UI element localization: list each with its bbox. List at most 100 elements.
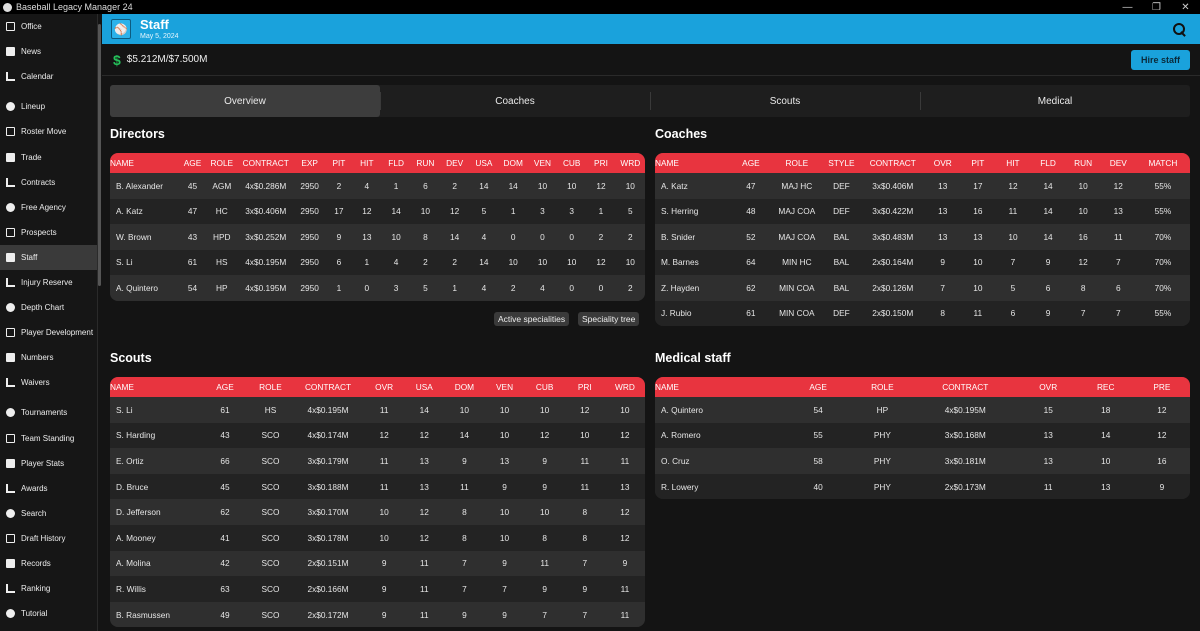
column-header-pre[interactable]: PRE [1133, 377, 1190, 397]
column-header-contract[interactable]: CONTRACT [860, 153, 926, 173]
sidebar-item-awards[interactable]: Awards [0, 476, 97, 501]
column-header-contract[interactable]: CONTRACT [911, 377, 1019, 397]
column-header-role[interactable]: ROLE [249, 377, 292, 397]
sidebar-item-staff[interactable]: Staff [0, 244, 97, 270]
table-row[interactable]: A. Romero 55 PHY 3x$0.168M 13 14 12 [655, 422, 1190, 449]
sidebar-item-tournaments[interactable]: Tournaments [0, 400, 97, 425]
sidebar-item-search[interactable]: Search [0, 501, 97, 526]
column-header-hit[interactable]: HIT [352, 153, 382, 173]
column-header-fld[interactable]: FLD [1030, 153, 1066, 173]
column-header-name[interactable]: NAME [110, 377, 201, 397]
tab-coaches[interactable]: Coaches [380, 85, 650, 117]
column-header-role[interactable]: ROLE [205, 153, 238, 173]
table-row[interactable]: R. Lowery 40 PHY 2x$0.173M 11 13 9 [655, 473, 1190, 500]
column-header-usa[interactable]: USA [404, 377, 445, 397]
table-row[interactable]: A. Quintero 54 HP 4x$0.195M 15 18 12 [655, 397, 1190, 423]
sidebar-item-feedback[interactable]: Feedback [0, 626, 97, 631]
column-header-name[interactable]: NAME [655, 153, 731, 173]
maximize-icon[interactable]: ❐ [1152, 1, 1161, 13]
sidebar-item-news[interactable]: News [0, 39, 97, 64]
sidebar-item-trade[interactable]: Trade [0, 144, 97, 169]
column-header-pri[interactable]: PRI [564, 377, 605, 397]
table-row[interactable]: J. Rubio 61 MIN COA DEF 2x$0.150M 8 11 6 9 7 7 55% [655, 300, 1190, 326]
column-header-pri[interactable]: PRI [586, 153, 616, 173]
sidebar-item-numbers[interactable]: Numbers [0, 345, 97, 370]
close-icon[interactable]: ✕ [1181, 1, 1190, 13]
column-header-cub[interactable]: CUB [524, 377, 565, 397]
column-header-dev[interactable]: DEV [1100, 153, 1136, 173]
column-header-role[interactable]: ROLE [771, 153, 823, 173]
column-header-style[interactable]: STYLE [822, 153, 861, 173]
table-row[interactable]: S. Herring 48 MAJ COA DEF 3x$0.422M 13 16 11 14 1… [655, 198, 1190, 224]
column-header-dom[interactable]: DOM [444, 377, 485, 397]
column-header-hit[interactable]: HIT [995, 153, 1031, 173]
column-header-ovr[interactable]: OVR [1018, 377, 1078, 397]
table-row[interactable]: B. Rasmussen 49 SCO 2x$0.172M 9 11 9 9 7 7 11 [110, 601, 645, 628]
column-header-age[interactable]: AGE [200, 377, 250, 397]
table-row[interactable]: O. Cruz 58 PHY 3x$0.181M 13 10 16 [655, 448, 1190, 474]
table-row[interactable]: D. Bruce 45 SCO 3x$0.188M 11 13 11 9 9 11 13 [110, 473, 645, 500]
sidebar-item-waivers[interactable]: Waivers [0, 370, 97, 395]
column-header-dev[interactable]: DEV [440, 153, 470, 173]
table-row[interactable]: A. Mooney 41 SCO 3x$0.178M 10 12 8 10 8 8 12 [110, 524, 645, 551]
table-row[interactable]: S. Li 61 HS 4x$0.195M 11 14 10 10 10 12 10 [110, 397, 645, 423]
column-header-exp[interactable]: EXP [293, 153, 326, 173]
sidebar-item-calendar[interactable]: Calendar [0, 64, 97, 89]
hire-staff-button[interactable]: Hire staff [1130, 49, 1190, 70]
column-header-contract[interactable]: CONTRACT [291, 377, 365, 397]
table-row[interactable]: M. Barnes 64 MIN HC BAL 2x$0.164M 9 10 7 9 12 7 70% [655, 249, 1190, 275]
sidebar-item-contracts[interactable]: Contracts [0, 170, 97, 195]
sidebar-item-player-development[interactable]: Player Development [0, 320, 97, 345]
sidebar-item-records[interactable]: Records [0, 551, 97, 576]
sidebar-item-depth-chart[interactable]: Depth Chart [0, 295, 97, 320]
column-header-ovr[interactable]: OVR [925, 153, 961, 173]
table-row[interactable]: A. Katz 47 MAJ HC DEF 3x$0.406M 13 17 12 14 10 12 5… [655, 173, 1190, 199]
column-header-ven[interactable]: VEN [527, 153, 558, 173]
tab-scouts[interactable]: Scouts [650, 85, 920, 117]
column-header-dom[interactable]: DOM [498, 153, 528, 173]
column-header-cub[interactable]: CUB [557, 153, 587, 173]
column-header-age[interactable]: AGE [730, 153, 772, 173]
table-row[interactable]: W. Brown 43 HPD 3x$0.252M 2950 9 13 10 8 14 4 0 0 0 2 2 [110, 224, 645, 250]
speciality-tree-button[interactable]: Speciality tree [578, 312, 640, 326]
table-row[interactable]: R. Willis 63 SCO 2x$0.166M 9 11 7 7 9 9 11 [110, 576, 645, 602]
sidebar-item-roster-move[interactable]: Roster Move [0, 119, 97, 144]
column-header-match[interactable]: MATCH [1135, 153, 1190, 173]
sidebar-item-ranking[interactable]: Ranking [0, 576, 97, 601]
sidebar-item-lineup[interactable]: Lineup [0, 94, 97, 119]
table-row[interactable]: B. Alexander 45 AGM 4x$0.286M 2950 2 4 1 6 2 14 14 1… [110, 173, 645, 199]
tab-medical[interactable]: Medical [920, 85, 1190, 117]
sidebar-item-tutorial[interactable]: Tutorial [0, 601, 97, 626]
column-header-rec[interactable]: REC [1077, 377, 1134, 397]
active-specialities-button[interactable]: Active specialities [494, 312, 570, 326]
column-header-name[interactable]: NAME [110, 153, 180, 173]
table-row[interactable]: D. Jefferson 62 SCO 3x$0.170M 10 12 8 10 10 8 12 [110, 499, 645, 525]
column-header-ven[interactable]: VEN [484, 377, 525, 397]
minimize-icon[interactable]: — [1122, 1, 1133, 13]
table-row[interactable]: S. Li 61 HS 4x$0.195M 2950 6 1 4 2 2 14 10 10 10 12 10 [110, 249, 645, 275]
column-header-pit[interactable]: PIT [325, 153, 353, 173]
column-header-wrd[interactable]: WRD [615, 153, 645, 173]
table-row[interactable]: A. Molina 42 SCO 2x$0.151M 9 11 7 9 11 7 9 [110, 550, 645, 577]
tab-overview[interactable]: Overview [110, 85, 380, 117]
sidebar-item-player-stats[interactable]: Player Stats [0, 451, 97, 476]
sidebar-item-injury-reserve[interactable]: Injury Reserve [0, 270, 97, 295]
column-header-wrd[interactable]: WRD [604, 377, 645, 397]
column-header-run[interactable]: RUN [1065, 153, 1101, 173]
table-row[interactable]: B. Snider 52 MAJ COA BAL 3x$0.483M 13 13 10 14 16… [655, 224, 1190, 250]
search-icon[interactable] [1173, 22, 1186, 36]
column-header-age[interactable]: AGE [179, 153, 206, 173]
column-header-usa[interactable]: USA [469, 153, 499, 173]
column-header-contract[interactable]: CONTRACT [237, 153, 294, 173]
sidebar-scrollbar[interactable] [98, 24, 101, 286]
table-row[interactable]: A. Katz 47 HC 3x$0.406M 2950 17 12 14 10 12 5 1 3 3 1 5 [110, 198, 645, 224]
sidebar-item-team-standing[interactable]: Team Standing [0, 426, 97, 451]
table-row[interactable]: E. Ortiz 66 SCO 3x$0.179M 11 13 9 13 9 11 11 [110, 448, 645, 474]
sidebar-item-office[interactable]: Office [0, 14, 97, 39]
sidebar-item-draft-history[interactable]: Draft History [0, 526, 97, 551]
column-header-age[interactable]: AGE [783, 377, 853, 397]
sidebar-item-prospects[interactable]: Prospects [0, 220, 97, 245]
sidebar-item-free-agency[interactable]: Free Agency [0, 195, 97, 220]
table-row[interactable]: Z. Hayden 62 MIN COA BAL 2x$0.126M 7 10 5 6 8 6 70% [655, 275, 1190, 301]
column-header-run[interactable]: RUN [410, 153, 441, 173]
